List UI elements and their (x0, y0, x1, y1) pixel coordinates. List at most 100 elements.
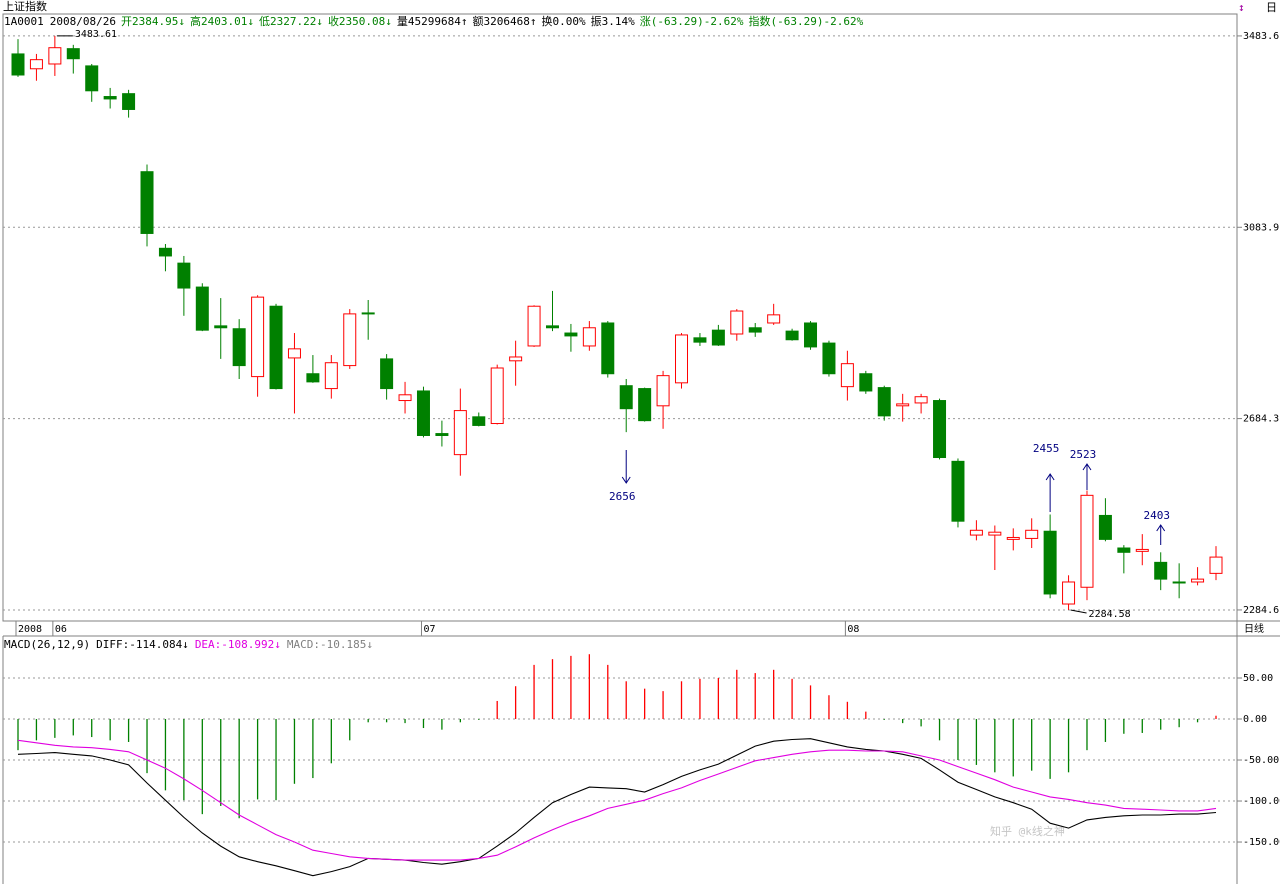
diff-line (17, 738, 1217, 877)
y-tick-label: 50.00 (1243, 673, 1273, 684)
candle-body (969, 529, 983, 536)
candle-body (933, 400, 947, 459)
quote-item: 额3206468↑ (473, 15, 537, 28)
scroll-icon[interactable]: ↕ (1238, 1, 1245, 14)
candle-body (1117, 547, 1131, 553)
quote-item: 开2384.95↓ (121, 15, 185, 28)
candle-body (472, 416, 486, 426)
candle-body (1172, 581, 1186, 584)
macd-title: MACD(26,12,9) (4, 638, 90, 651)
candle-body (140, 171, 154, 234)
period-label: 日线 (1244, 622, 1264, 635)
period-button[interactable]: 日 (1266, 1, 1277, 14)
candle-body (675, 334, 689, 384)
candle-body (1154, 561, 1168, 580)
watermark: 知乎 @k线之神 (990, 824, 1065, 838)
candle-body (453, 410, 467, 456)
candle-body (619, 385, 633, 410)
marker-label: 2656 (609, 490, 636, 503)
legend-item: DEA:-108.992↓ (195, 638, 281, 651)
high-label: 3483.61 (75, 29, 117, 40)
candle-body (1006, 536, 1020, 540)
candle-body (380, 358, 394, 390)
candle-body (527, 305, 541, 347)
x-tick-label: 06 (55, 624, 67, 635)
candle-body (988, 531, 1002, 536)
marker-arrowhead (1045, 473, 1055, 481)
y-tick-label: -100.00 (1243, 796, 1280, 807)
candle-body (435, 433, 449, 436)
candle-body (1043, 530, 1057, 595)
candle-body (1135, 548, 1149, 552)
marker-arrowhead (621, 476, 631, 484)
dea-line (17, 739, 1217, 861)
candle-body (103, 96, 117, 100)
candle-body (545, 325, 559, 329)
candle-body (1209, 556, 1223, 574)
candle-body (914, 396, 928, 404)
legend-item: DIFF:-114.084↓ (96, 638, 189, 651)
macd-legend: MACD(26,12,9) DIFF:-114.084↓ DEA:-108.992↓… (4, 638, 373, 651)
candle-body (251, 296, 265, 378)
candle-body (951, 460, 965, 522)
candle-body (785, 330, 799, 341)
low-pointer (1070, 609, 1087, 614)
candle-body (158, 247, 172, 257)
y-tick-label: 2684.3 (1243, 414, 1279, 425)
quote-item: 指数(-63.29)-2.62% (748, 14, 863, 28)
candle-body (730, 310, 744, 335)
candle-body (656, 375, 670, 407)
candle-body (416, 390, 430, 436)
candle-body (877, 387, 891, 417)
candle-body (287, 348, 301, 359)
candle-body (66, 48, 80, 60)
candle-body (767, 314, 781, 324)
x-tick-label: 07 (423, 624, 435, 635)
candle-body (232, 328, 246, 367)
candle-body (1191, 578, 1205, 583)
quote-item: 高2403.01↓ (190, 14, 254, 28)
quote-item: 收2350.08↓ (328, 14, 392, 28)
candle-body (582, 327, 596, 347)
y-tick-label: 3083.9 (1243, 222, 1279, 233)
marker-arrowhead (1082, 463, 1092, 471)
quote-item: 换0.00% (542, 14, 586, 28)
marker-label: 2455 (1033, 442, 1060, 455)
candle-body (490, 367, 504, 425)
candle-body (269, 305, 283, 390)
marker-arrowhead (1156, 524, 1166, 532)
candle-body (306, 373, 320, 383)
y-tick-label: -50.00 (1243, 755, 1279, 766)
x-tick-label: 08 (847, 624, 859, 635)
candle-body (324, 362, 338, 390)
quote-date: 2008/08/26 (50, 15, 116, 28)
candle-body (122, 93, 136, 110)
candle-body (896, 403, 910, 407)
quote-item: 振3.14% (591, 14, 635, 28)
candle-body (195, 286, 209, 331)
y-tick-label: 3483.6 (1243, 31, 1279, 42)
marker-label: 2403 (1143, 509, 1170, 522)
candle-body (564, 332, 578, 337)
candle-body (804, 322, 818, 348)
legend-item: MACD:-10.185↓ (287, 638, 373, 651)
marker-label: 2523 (1070, 448, 1097, 461)
candle-body (711, 329, 725, 346)
quote-item: 量45299684↑ (397, 15, 468, 28)
candle-body (343, 313, 357, 367)
y-tick-label: 2284.6 (1243, 605, 1279, 616)
y-tick-label: -150.00 (1243, 837, 1280, 848)
candle-body (1025, 529, 1039, 539)
low-label: 2284.58 (1089, 609, 1131, 620)
candle-body (748, 327, 762, 333)
window-title: 上证指数 (3, 0, 47, 13)
candle-body (1062, 581, 1076, 605)
candle-body (509, 356, 523, 362)
candle-body (601, 322, 615, 375)
stock-code: 1A0001 (4, 15, 44, 28)
candle-body (361, 312, 375, 315)
candle-body (638, 388, 652, 422)
candle-body (822, 342, 836, 375)
